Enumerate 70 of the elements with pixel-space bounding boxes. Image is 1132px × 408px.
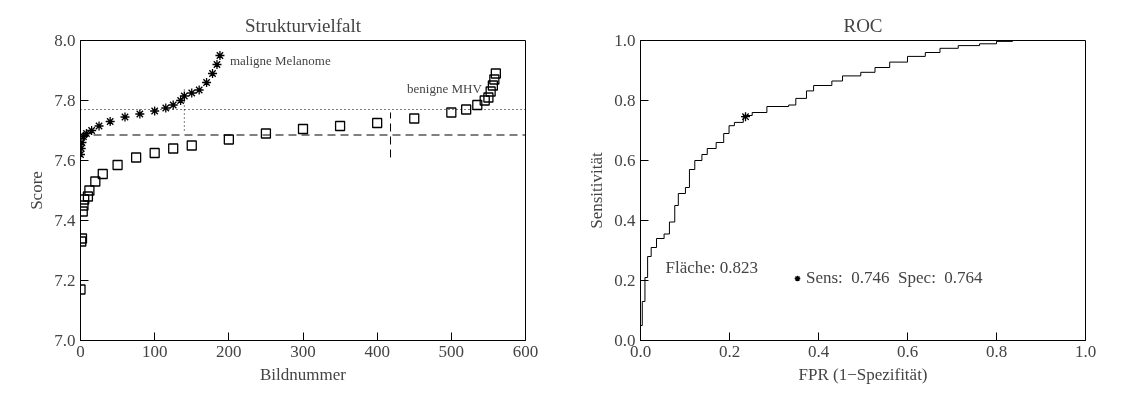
point xyxy=(194,84,205,96)
point xyxy=(223,134,234,145)
y-tick-label: 0.8 xyxy=(614,91,636,110)
series-label: maligne Melanome xyxy=(229,52,331,68)
series-label: benigne MHV xyxy=(407,80,483,96)
x-tick-label: 600 xyxy=(512,341,539,361)
y-tick-label: 0.2 xyxy=(614,271,636,290)
point xyxy=(97,168,108,180)
chart-title: Strukturvielfalt xyxy=(244,14,362,36)
point xyxy=(207,68,218,79)
point xyxy=(84,185,95,196)
point xyxy=(186,87,197,99)
point xyxy=(489,74,500,85)
x-tick-label: 0.2 xyxy=(718,341,741,361)
x-tick-label: 1.0 xyxy=(1074,341,1097,361)
y-tick-label: 8.0 xyxy=(54,31,76,50)
y-axis-title: Score xyxy=(27,171,47,210)
point xyxy=(260,128,272,139)
x-tick-label: 400 xyxy=(364,341,390,361)
y-tick-label: 0.4 xyxy=(614,211,636,230)
point xyxy=(472,99,483,111)
y-tick-label: 1.0 xyxy=(614,31,636,50)
point xyxy=(479,95,490,106)
y-tick-label: 7.6 xyxy=(54,151,76,170)
point xyxy=(149,105,160,117)
point xyxy=(168,99,179,111)
y-tick-label: 7.8 xyxy=(54,91,76,110)
y-axis-title: Sensitivität xyxy=(587,151,607,229)
point xyxy=(130,152,142,163)
point xyxy=(134,108,145,120)
chart-title: ROC xyxy=(843,14,883,36)
point xyxy=(214,50,226,61)
point xyxy=(105,116,116,127)
y-tick-label: 7.0 xyxy=(54,331,76,350)
point xyxy=(82,191,94,202)
point xyxy=(446,107,457,118)
annotation: Fläche: 0.823 xyxy=(665,257,759,277)
point xyxy=(483,92,494,103)
point xyxy=(409,113,420,124)
x-axis-title: FPR (1−Spezifität) xyxy=(798,364,928,384)
point xyxy=(119,111,131,123)
point xyxy=(211,59,223,70)
x-tick-label: 500 xyxy=(438,341,465,361)
x-tick-label: 0 xyxy=(76,341,85,361)
y-tick-label: 7.2 xyxy=(54,271,76,290)
x-tick-label: 0.4 xyxy=(807,341,830,361)
point xyxy=(372,117,383,129)
point xyxy=(112,159,123,171)
point xyxy=(160,102,171,114)
point xyxy=(461,104,472,115)
legend-label: Sens: 0.746 Spec: 0.764 xyxy=(806,268,983,288)
point xyxy=(297,123,309,135)
point xyxy=(487,80,499,91)
point xyxy=(490,68,501,79)
point xyxy=(334,120,346,132)
point xyxy=(186,140,197,151)
point xyxy=(93,120,105,132)
y-tick-label: 7.4 xyxy=(54,211,76,230)
x-tick-label: 100 xyxy=(141,341,168,361)
point xyxy=(201,77,212,88)
x-tick-label: 0.8 xyxy=(985,341,1008,361)
y-tick-label: 0.6 xyxy=(614,151,636,170)
x-axis-title: Bildnummer xyxy=(260,364,347,384)
point xyxy=(149,147,160,159)
point xyxy=(485,86,496,97)
x-tick-label: 0.6 xyxy=(896,341,919,361)
point xyxy=(168,143,179,154)
point xyxy=(90,176,101,187)
x-tick-label: 300 xyxy=(290,341,316,361)
x-tick-label: 200 xyxy=(216,341,242,361)
